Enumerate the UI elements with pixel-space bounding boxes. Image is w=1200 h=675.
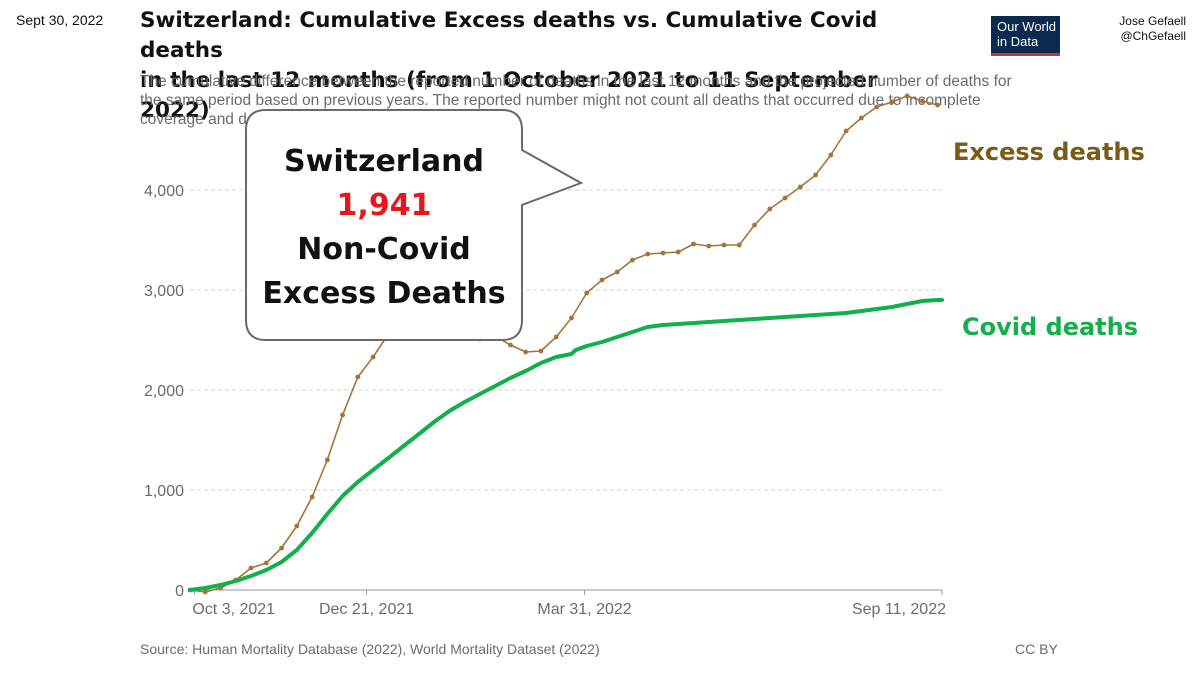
excess-data-point [843,128,849,134]
author-name: Jose Gefaell [1119,14,1186,28]
excess-data-point [919,98,925,104]
excess-data-point [813,172,818,178]
title-line-1: Switzerland: Cumulative Excess deaths vs… [140,8,878,63]
callout-line-2: Excess Deaths [262,276,506,311]
excess-data-point [538,348,544,354]
excess-data-point [340,412,345,418]
author-credit: Jose Gefaell @ChGefaell [1119,14,1186,44]
x-tick-label: Dec 21, 2021 [319,601,414,618]
excess-data-point [675,249,681,255]
excess-data-point [263,560,269,566]
excess-data-point [645,251,651,257]
excess-data-point [691,241,696,247]
grid-lines [190,189,942,491]
excess-data-point [797,184,803,190]
excess-data-point [858,115,864,121]
source-note: Source: Human Mortality Database (2022),… [140,641,600,657]
callout-bubble-shape [245,109,584,341]
covid-deaths-line [188,298,944,592]
y-tick-label: 3,000 [144,283,184,300]
axes: 0 1,000 2,000 3,000 4,000 Oct 3, 2021 Dec 21, … [144,183,946,618]
excess-deaths-line [189,95,939,593]
excess-data-point [309,494,315,500]
excess-data-point [630,257,635,263]
excess-data-point [355,374,361,380]
excess-data-point [279,545,284,551]
owid-logo[interactable]: Our World in Data [991,16,1060,56]
chart-title: Switzerland: Cumulative Excess deaths vs… [140,6,940,126]
x-tick-label: Mar 31, 2022 [537,601,631,618]
excess-data-point [767,206,773,212]
excess-data-point [508,342,513,348]
callout-number: 1,941 [336,188,432,223]
y-tick-label: 1,000 [144,483,184,500]
excess-data-point [782,195,788,201]
y-tick-label: 2,000 [144,383,184,400]
excess-data-point [736,242,742,248]
callout-country: Switzerland [284,144,484,179]
x-tick-label: Oct 3, 2021 [192,601,275,618]
logo-line-2: in Data [997,34,1039,49]
license-link[interactable]: CC BY [1015,641,1058,657]
title-line-2: in the last 12 months (from 1 October 20… [140,68,878,123]
excess-data-point [889,99,895,105]
excess-data-point [721,242,727,248]
legend-covid-deaths: Covid deaths [962,313,1139,341]
excess-data-point [874,104,880,110]
excess-data-point [523,349,529,355]
chart-subtitle: The cumulative difference between the re… [140,73,1012,128]
callout-line-1: Non-Covid [297,232,471,267]
excess-data-point [935,102,941,108]
callout-text: Switzerland 1,941 Non-Covid Excess Death… [244,140,524,316]
excess-data-point [370,354,376,360]
y-tick-label: 4,000 [144,183,184,200]
excess-data-point [752,222,757,228]
excess-data-point [828,152,834,158]
callout-bubble [245,109,584,341]
excess-data-point [584,290,590,296]
excess-data-point [706,243,712,249]
author-handle: @ChGefaell [1120,29,1186,43]
excess-data-point [904,93,910,99]
excess-data-point [614,269,620,275]
excess-data-point [660,250,666,256]
excess-data-point [248,565,254,571]
y-tick-label: 0 [175,583,184,600]
excess-data-point [599,277,605,283]
logo-line-1: Our World [997,19,1056,34]
x-tick-label: Sep 11, 2022 [852,601,946,618]
excess-data-point [324,457,330,463]
excess-data-point [553,334,559,340]
excess-data-point [569,315,574,321]
date-label: Sept 30, 2022 [16,12,104,28]
excess-data-point [202,589,208,595]
excess-data-point [294,523,300,529]
legend-excess-deaths: Excess deaths [953,138,1145,166]
